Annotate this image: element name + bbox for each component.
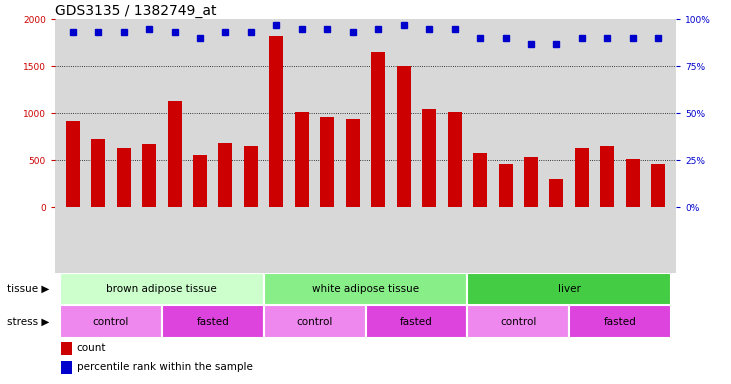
Bar: [142, 144, 156, 207]
Bar: [91, 139, 105, 207]
Bar: [371, 52, 385, 207]
Bar: [397, 66, 411, 207]
Bar: [61, 342, 72, 355]
Text: white adipose tissue: white adipose tissue: [312, 284, 419, 294]
Bar: [264, 273, 467, 305]
Text: control: control: [500, 316, 537, 327]
Bar: [193, 155, 207, 207]
Bar: [244, 146, 258, 207]
Bar: [473, 153, 487, 207]
Bar: [499, 164, 512, 207]
Bar: [162, 305, 264, 338]
Text: tissue ▶: tissue ▶: [7, 284, 50, 294]
Text: liver: liver: [558, 284, 580, 294]
Bar: [61, 361, 72, 374]
Text: stress ▶: stress ▶: [7, 316, 50, 327]
Bar: [264, 305, 366, 338]
Bar: [651, 164, 665, 207]
Text: count: count: [77, 343, 106, 353]
Text: fasted: fasted: [400, 316, 433, 327]
Bar: [626, 159, 640, 207]
Bar: [447, 113, 462, 207]
Bar: [569, 305, 671, 338]
Bar: [550, 179, 564, 207]
Bar: [60, 273, 264, 305]
Bar: [467, 305, 569, 338]
Bar: [60, 305, 162, 338]
Bar: [167, 101, 181, 207]
Text: fasted: fasted: [604, 316, 637, 327]
Text: GDS3135 / 1382749_at: GDS3135 / 1382749_at: [55, 4, 216, 18]
Text: control: control: [296, 316, 333, 327]
Bar: [467, 273, 671, 305]
Bar: [269, 36, 284, 207]
Bar: [346, 119, 360, 207]
Bar: [600, 146, 615, 207]
Bar: [524, 157, 538, 207]
Bar: [219, 143, 232, 207]
Bar: [366, 305, 467, 338]
Bar: [295, 113, 308, 207]
Bar: [575, 148, 589, 207]
Bar: [320, 117, 334, 207]
Text: brown adipose tissue: brown adipose tissue: [107, 284, 217, 294]
Text: percentile rank within the sample: percentile rank within the sample: [77, 362, 252, 372]
Text: control: control: [93, 316, 129, 327]
Bar: [116, 147, 131, 207]
Text: fasted: fasted: [197, 316, 229, 327]
Bar: [423, 109, 436, 207]
Bar: [66, 121, 80, 207]
